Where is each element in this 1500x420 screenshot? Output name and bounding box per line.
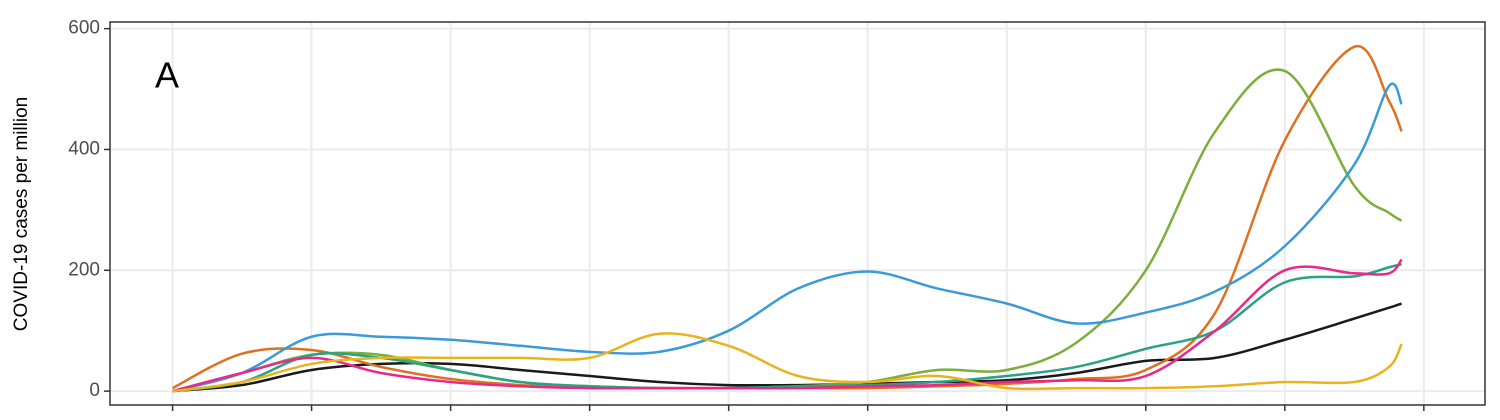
series-line <box>172 82 1403 393</box>
plot-background <box>110 22 1485 405</box>
y-tick-label: 600 <box>68 18 100 39</box>
plot-border <box>109 21 1486 406</box>
panel-label: A <box>155 55 179 96</box>
series-line <box>172 332 1403 393</box>
y-tick-label: 200 <box>68 259 100 280</box>
y-tick-label: 0 <box>89 380 100 401</box>
y-axis-label: COVID-19 cases per million <box>11 97 32 331</box>
series-line <box>172 45 1403 390</box>
series-line <box>172 258 1403 393</box>
y-tick-label: 400 <box>68 138 100 159</box>
